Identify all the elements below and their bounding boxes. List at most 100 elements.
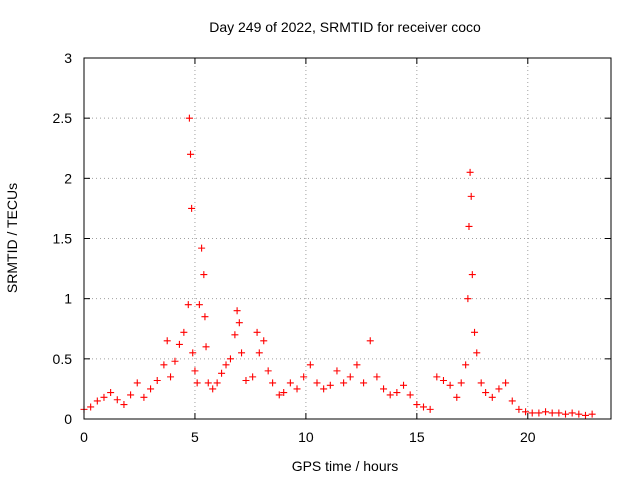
data-point [588,410,596,418]
data-point [333,367,341,375]
data-point [195,301,203,309]
data-point [218,369,226,377]
data-point [575,410,583,418]
data-point [326,381,334,389]
data-point [113,396,121,404]
x-axis-label: GPS time / hours [292,458,399,474]
data-point [193,379,201,387]
data-point [269,379,277,387]
data-point [231,331,239,339]
data-point [468,271,476,279]
data-point [201,313,209,321]
data-point [380,385,388,393]
data-point [253,328,261,336]
data-point [147,385,155,393]
x-tick-label: 0 [80,429,88,445]
data-point [185,114,193,122]
data-point [107,389,115,397]
data-point [153,376,161,384]
data-point [488,393,496,401]
data-point [502,379,510,387]
data-point [140,393,148,401]
x-tick-label: 5 [191,429,199,445]
data-point [188,204,196,212]
data-point [471,328,479,336]
data-point [555,409,563,417]
data-point [184,301,192,309]
data-point [209,385,217,393]
data-point [189,349,197,357]
data-point [433,373,441,381]
data-point [238,349,246,357]
data-point [306,361,314,369]
data-point [200,271,208,279]
data-point [439,376,447,384]
plot-frame [83,57,612,420]
data-point [222,361,230,369]
data-point [464,295,472,303]
data-point [187,150,195,158]
data-point [242,376,250,384]
data-point [353,361,361,369]
y-tick-label: 2.5 [53,110,73,126]
chart-title: Day 249 of 2022, SRMTID for receiver coc… [209,19,481,35]
data-point [171,357,179,365]
data-point [542,408,550,416]
data-point [293,385,301,393]
y-axis-label: SRMTID / TECUs [4,183,20,293]
y-tick-label: 1.5 [53,231,73,247]
data-point [386,391,394,399]
data-point [167,373,175,381]
data-point [508,397,516,405]
data-point [175,340,183,348]
data-point [366,337,374,345]
data-point [160,361,168,369]
data-point [426,405,434,413]
data-point [462,361,470,369]
data-point [133,379,141,387]
data-point [340,379,348,387]
data-point [515,405,523,413]
data-point [457,379,465,387]
data-point [198,244,206,252]
data-point [535,409,543,417]
x-tick-label: 20 [520,429,536,445]
data-point [581,411,589,419]
data-point [235,319,243,327]
data-point [548,409,556,417]
data-point [373,373,381,381]
data-point [180,328,188,336]
data-point [280,389,288,397]
x-tick-label: 15 [409,429,425,445]
grid-lines [84,58,611,419]
data-point [393,389,401,397]
data-point [528,409,536,417]
data-point [233,307,241,315]
data-point [360,379,368,387]
data-point [320,385,328,393]
data-point [419,403,427,411]
data-point [406,391,414,399]
data-point [226,355,234,363]
data-point [467,192,475,200]
data-points [80,114,596,419]
data-point [413,401,421,409]
data-point [453,393,461,401]
data-point [495,385,503,393]
y-tick-label: 0 [64,411,72,427]
y-tick-label: 0.5 [53,351,73,367]
y-tick-label: 3 [64,50,72,66]
data-point [127,391,135,399]
data-point [346,373,354,381]
data-point [400,381,408,389]
data-point [260,337,268,345]
y-tick-label: 1 [64,291,72,307]
data-point [286,379,294,387]
data-point [313,379,321,387]
data-point [568,409,576,417]
data-point [473,349,481,357]
data-point [93,397,101,405]
data-point [87,403,95,411]
data-point [275,391,283,399]
data-point [446,381,454,389]
